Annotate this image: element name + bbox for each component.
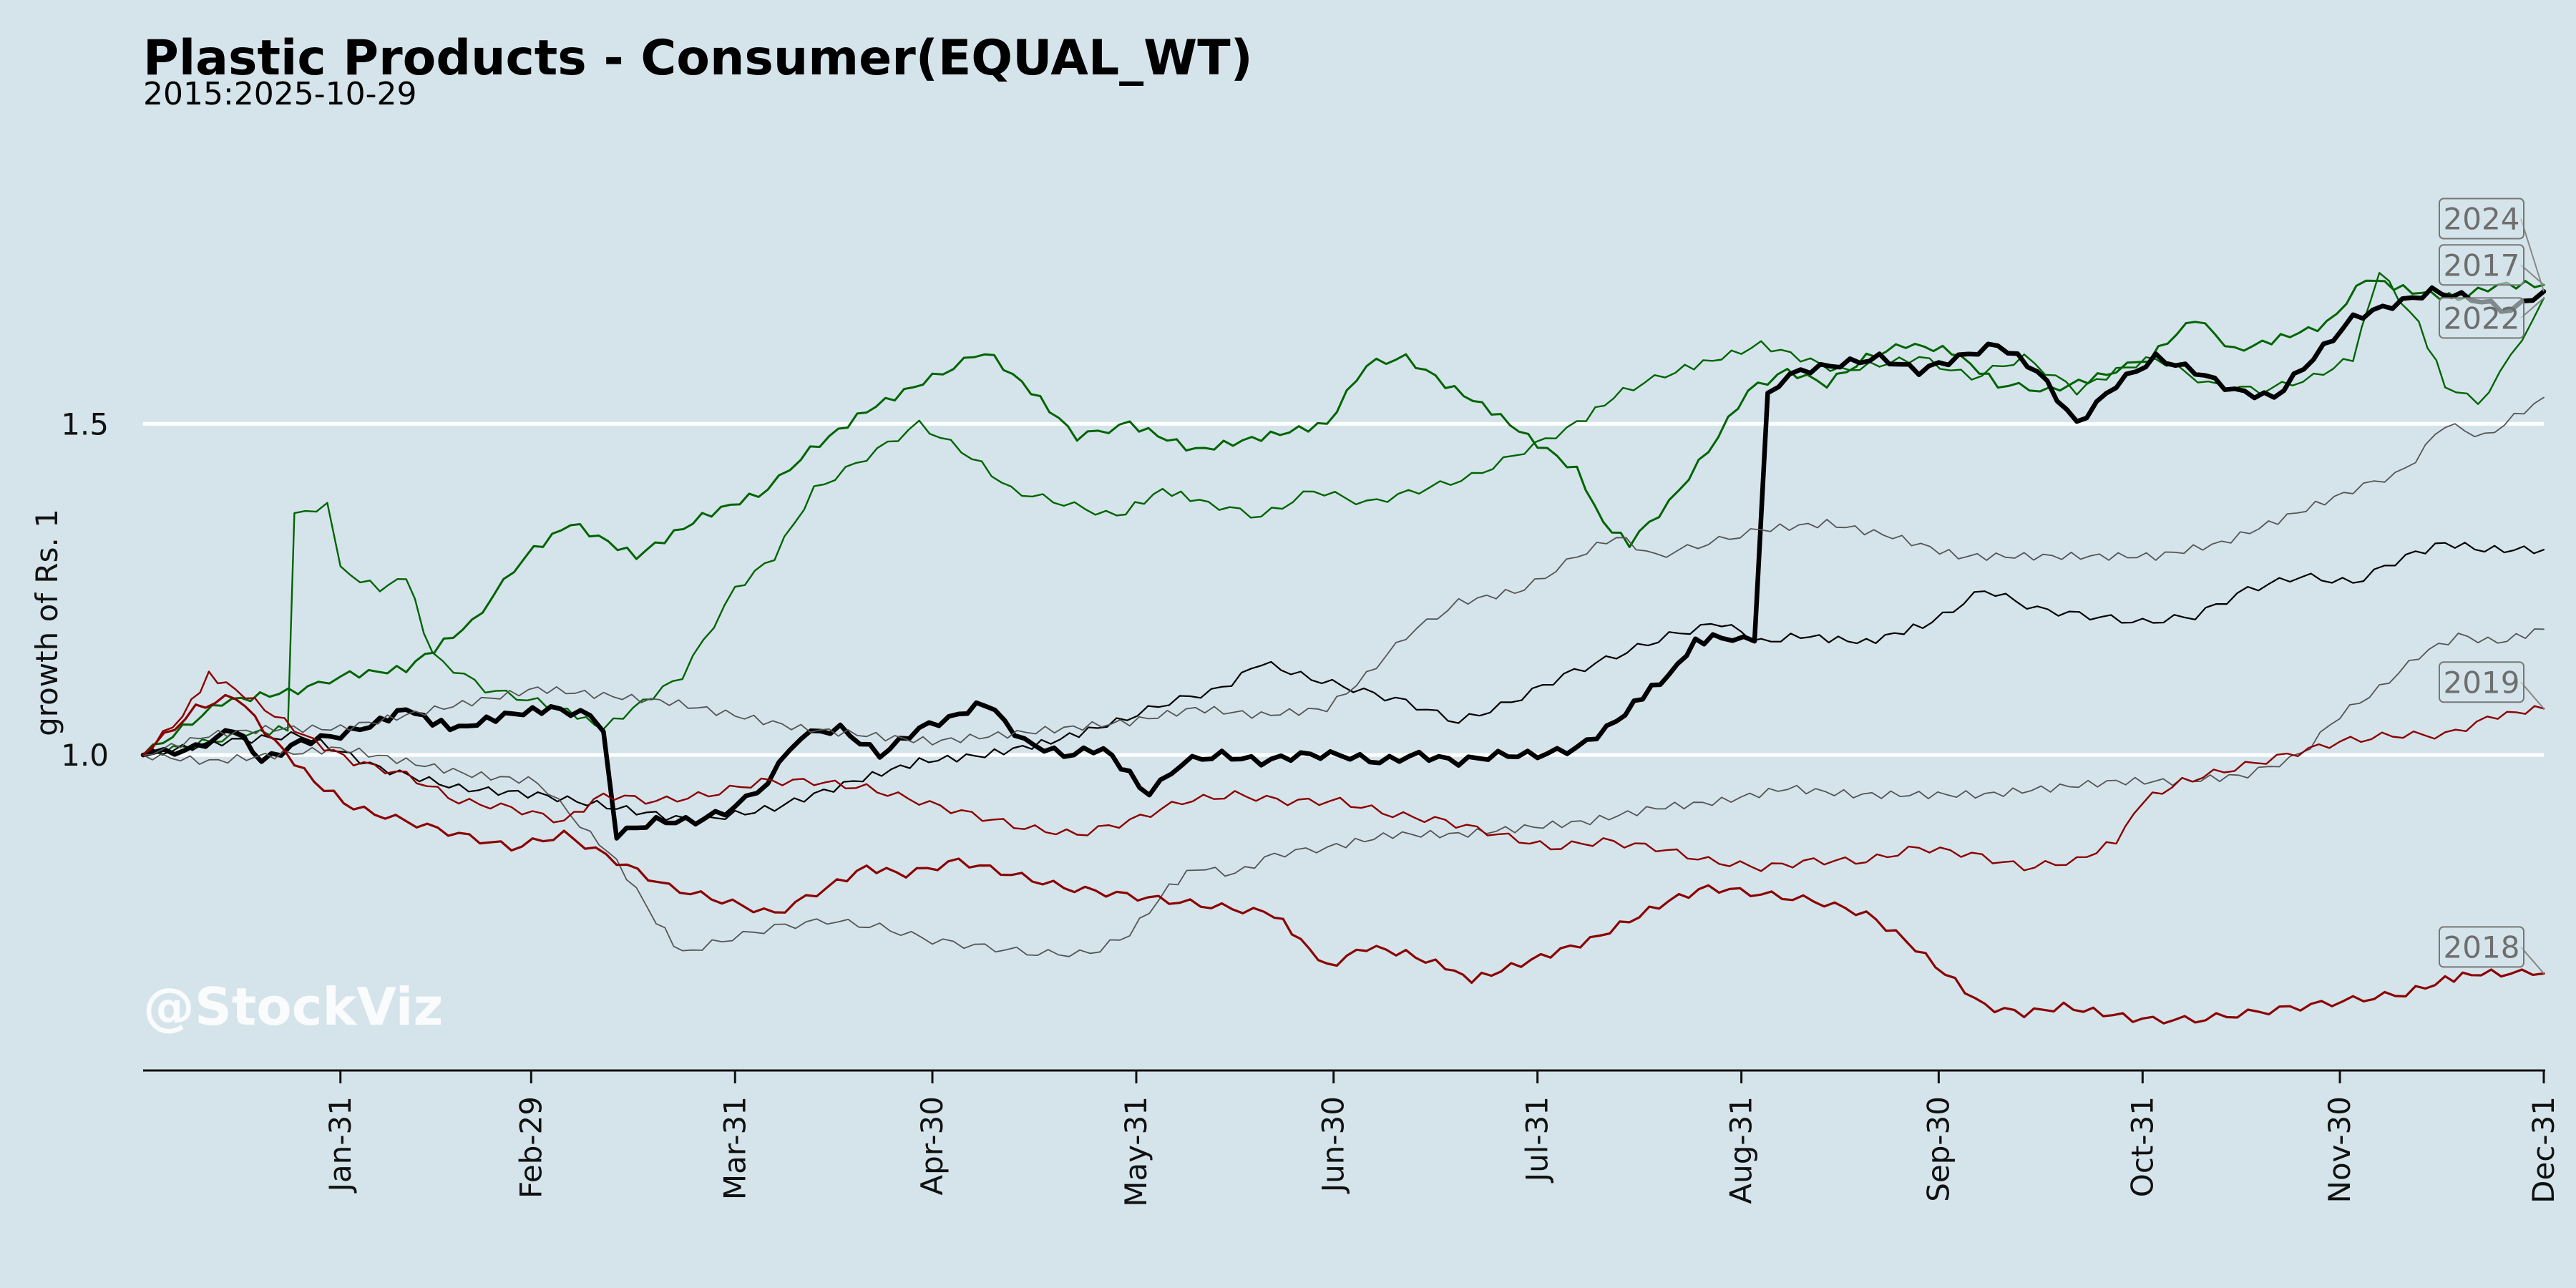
chart-subtitle: 2015:2025-10-29	[143, 76, 417, 112]
series-layer	[140, 272, 2547, 1025]
year-tag-label: 2017	[2444, 248, 2520, 283]
year-tag-box	[2439, 197, 2524, 240]
x-tick-label: Jan-31	[323, 1096, 358, 1194]
year-tag-label: 2022	[2444, 301, 2520, 336]
y-tick-label: 1.5	[61, 406, 109, 441]
year-tags: 2024 2017 2022 2019 2018	[2439, 197, 2545, 975]
year-tag-box	[2439, 244, 2524, 286]
year-tag-label: 2019	[2444, 665, 2520, 700]
watermark: @StockViz	[143, 977, 443, 1037]
x-tick-label: Feb-29	[513, 1096, 548, 1199]
year-tag-leader	[2520, 946, 2545, 975]
year-tag-box	[2439, 661, 2524, 703]
series-line-2023	[142, 542, 2545, 826]
series-line-2024	[140, 285, 2547, 841]
series-line-2018	[142, 693, 2545, 1025]
x-tick-label: Mar-31	[717, 1096, 752, 1200]
x-tick-label: Oct-31	[2124, 1096, 2160, 1197]
year-tag-box	[2439, 926, 2524, 968]
x-axis: Jan-31 Feb-29 Mar-31 Apr-30 May-31 Jun-30 Jul-…	[143, 1069, 2561, 1207]
grid-layer: 1.0 1.5	[61, 406, 2544, 773]
year-tag-leader	[2520, 264, 2545, 286]
y-tick-label: 1.0	[61, 738, 109, 773]
x-tick-label: May-31	[1118, 1096, 1153, 1207]
series-line-2019	[142, 670, 2545, 872]
year-tag-label: 2024	[2444, 202, 2520, 237]
x-tick-label: Sep-30	[1921, 1096, 1956, 1202]
year-tag-leader	[2520, 218, 2545, 292]
year-tag-label: 2018	[2444, 930, 2520, 965]
series-line-2020	[142, 628, 2545, 957]
x-tick-label: Nov-30	[2322, 1096, 2357, 1203]
x-tick-label: Jul-31	[1520, 1096, 1555, 1184]
chart-title: Plastic Products - Consumer(EQUAL_WT)	[143, 30, 1253, 87]
y-axis-label: growth of Rs. 1	[29, 509, 64, 736]
year-tag-leader	[2520, 681, 2545, 709]
year-tag-leader	[2520, 297, 2545, 319]
year-tag-box	[2439, 297, 2524, 339]
x-tick-label: Jun-30	[1316, 1096, 1351, 1194]
series-line-2022	[142, 272, 2545, 756]
x-tick-label: Apr-30	[914, 1096, 950, 1196]
series-line-2017	[142, 279, 2545, 756]
x-tick-label: Dec-31	[2526, 1096, 2561, 1204]
x-tick-label: Aug-31	[1724, 1096, 1759, 1204]
series-line-2021	[142, 396, 2545, 756]
